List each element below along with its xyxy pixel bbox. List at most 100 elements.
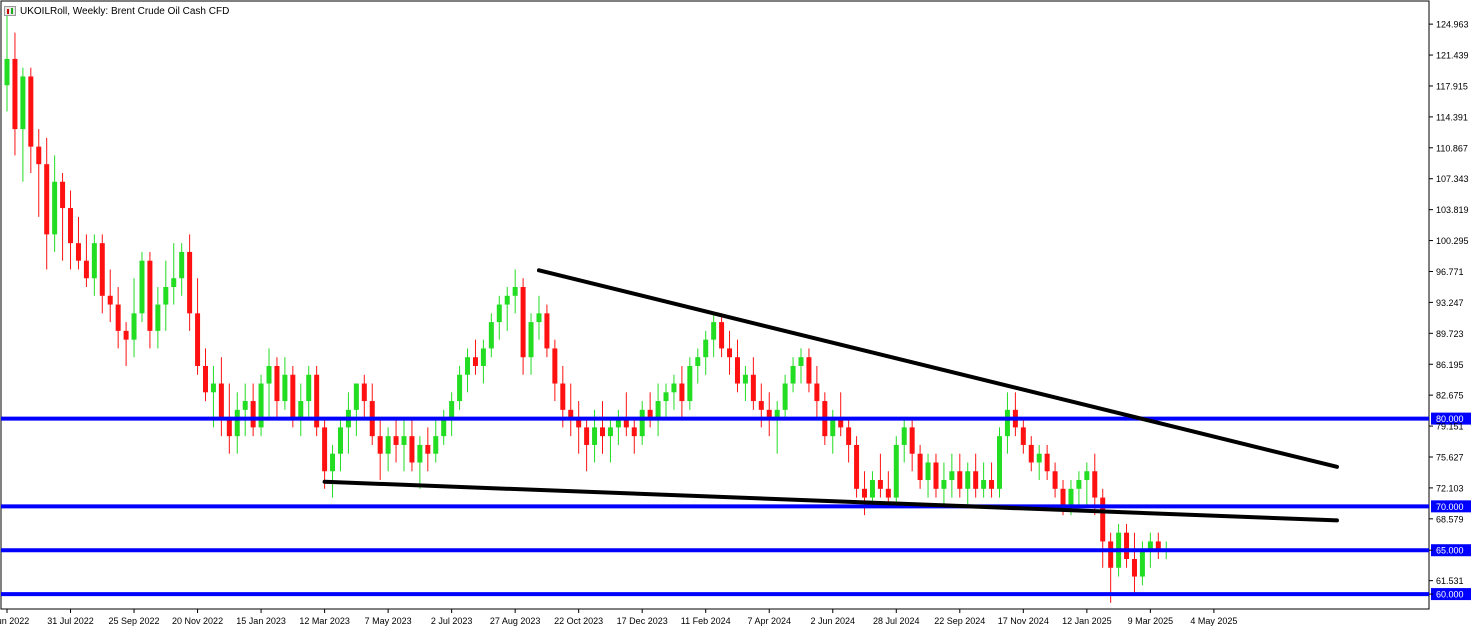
candle-body <box>433 436 439 454</box>
candle-body <box>695 357 701 366</box>
candle <box>631 418 637 454</box>
candle <box>981 462 987 498</box>
candle-body <box>814 383 820 402</box>
candle <box>425 427 431 472</box>
candle <box>330 444 336 498</box>
candle-body <box>12 58 18 130</box>
x-tick-label: 25 Sep 2022 <box>109 616 160 626</box>
x-tick-label: 20 Nov 2022 <box>172 616 223 626</box>
candle <box>337 418 343 472</box>
candle-body <box>322 427 328 472</box>
candle <box>1155 532 1161 559</box>
candle-body <box>417 444 423 463</box>
y-tick-label: 103.819 <box>1436 205 1469 215</box>
candle <box>480 339 486 384</box>
candle-body <box>60 181 66 209</box>
x-tick-label: 17 Dec 2023 <box>617 616 668 626</box>
candle-body <box>210 383 216 393</box>
candle-body <box>838 418 844 428</box>
candle-body <box>1068 488 1074 507</box>
candle <box>973 453 979 498</box>
candle-body <box>1092 471 1098 498</box>
candle-body <box>703 339 709 358</box>
candle-body <box>91 243 97 279</box>
candle-body <box>179 251 185 279</box>
candle <box>727 330 733 375</box>
y-tick-label: 72.103 <box>1436 483 1464 493</box>
candle-body <box>862 488 868 498</box>
candle-body <box>1131 558 1137 577</box>
candle-body <box>361 383 367 402</box>
candle-body <box>687 365 693 402</box>
candle-body <box>663 392 669 402</box>
candle-body <box>298 401 304 419</box>
candle-body <box>472 357 478 366</box>
y-tick-label: 68.579 <box>1436 514 1464 524</box>
level-price-label: 70.000 <box>1436 502 1464 512</box>
candle-body <box>623 418 629 428</box>
candle-body <box>1100 497 1106 542</box>
candle <box>965 462 971 507</box>
candle-body <box>1044 453 1050 472</box>
candle <box>1028 436 1034 472</box>
candle-body <box>226 418 232 437</box>
candle <box>1108 532 1114 603</box>
candle-body <box>1139 550 1145 577</box>
candle-body <box>1004 409 1010 437</box>
candle-body <box>917 453 923 481</box>
candle <box>417 436 423 489</box>
candle-body <box>203 365 208 393</box>
candle <box>52 155 58 252</box>
candle-body <box>552 348 558 384</box>
candle <box>218 357 224 437</box>
candle-body <box>1028 444 1034 463</box>
chart-menu-icon[interactable] <box>4 6 16 16</box>
candle-body <box>496 304 502 323</box>
candle <box>615 409 621 445</box>
candle-body <box>600 427 605 437</box>
candle <box>441 409 447 445</box>
candle-body <box>727 348 733 358</box>
candle-body <box>1020 427 1026 445</box>
candle <box>433 418 439 463</box>
trendline <box>536 268 1339 469</box>
trendline <box>322 479 1339 523</box>
candle <box>854 436 860 498</box>
candle <box>798 348 804 384</box>
candle <box>1100 488 1106 568</box>
candle <box>274 357 280 419</box>
y-tick-label: 107.343 <box>1436 174 1469 184</box>
candle-body <box>337 427 343 454</box>
level-price-tag <box>1431 544 1471 557</box>
candle <box>1131 532 1137 595</box>
x-tick-label: 22 Sep 2024 <box>934 616 985 626</box>
candle-body <box>1060 488 1066 507</box>
candle-body <box>1076 480 1082 489</box>
candle-body <box>75 243 81 261</box>
candle <box>584 418 590 472</box>
y-tick-label: 117.915 <box>1436 81 1468 91</box>
candle-body <box>750 374 756 402</box>
candle-body <box>973 471 979 489</box>
candle <box>123 322 129 366</box>
candle <box>258 374 264 437</box>
candle-body <box>155 304 161 331</box>
candle <box>655 383 661 437</box>
candle <box>250 383 256 437</box>
candle-body <box>266 365 272 384</box>
candle <box>115 287 121 349</box>
candle <box>607 418 613 463</box>
candle-body <box>1147 541 1153 551</box>
candle <box>1124 523 1130 568</box>
level-price-label: 65.000 <box>1436 546 1464 556</box>
candle <box>457 365 463 410</box>
candle <box>544 304 550 358</box>
candle <box>576 401 582 454</box>
x-tick-label: 22 Oct 2023 <box>554 616 603 626</box>
y-tick-label: 79.151 <box>1436 422 1464 432</box>
candle <box>703 330 709 375</box>
candle <box>1084 462 1090 507</box>
candle-body <box>854 444 860 489</box>
